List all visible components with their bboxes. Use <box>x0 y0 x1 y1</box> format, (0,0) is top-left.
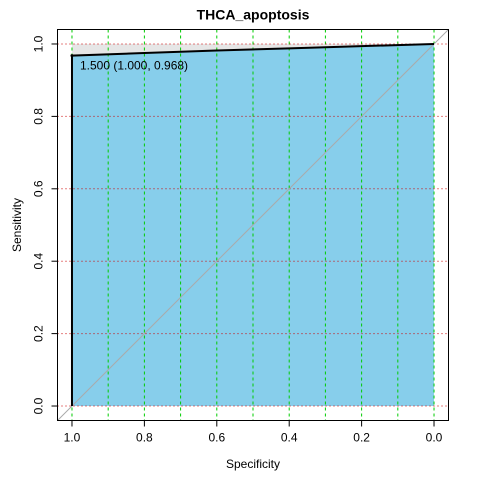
y-tick-label: 0.8 <box>32 108 46 125</box>
y-tick-label: 0.6 <box>32 180 46 197</box>
x-tick-label: 0.6 <box>208 431 225 445</box>
x-tick-label: 0.8 <box>136 431 153 445</box>
chart-title: THCA_apoptosis <box>197 7 310 23</box>
threshold-point <box>70 54 74 58</box>
y-tick-label: 1.0 <box>32 35 46 52</box>
x-tick-label: 0.0 <box>426 431 443 445</box>
y-tick-label: 0.0 <box>32 397 46 414</box>
diagonal <box>57 29 449 421</box>
threshold-label: 1.500 (1.000, 0.968) <box>80 59 188 73</box>
x-tick-label: 0.4 <box>281 431 298 445</box>
x-tick-label: 0.2 <box>353 431 370 445</box>
y-tick-label: 0.2 <box>32 325 46 342</box>
x-axis-label: Specificity <box>226 457 280 471</box>
x-tick-label: 1.0 <box>64 431 81 445</box>
y-axis-label: Sensitivity <box>10 198 24 252</box>
y-tick-label: 0.4 <box>32 253 46 270</box>
